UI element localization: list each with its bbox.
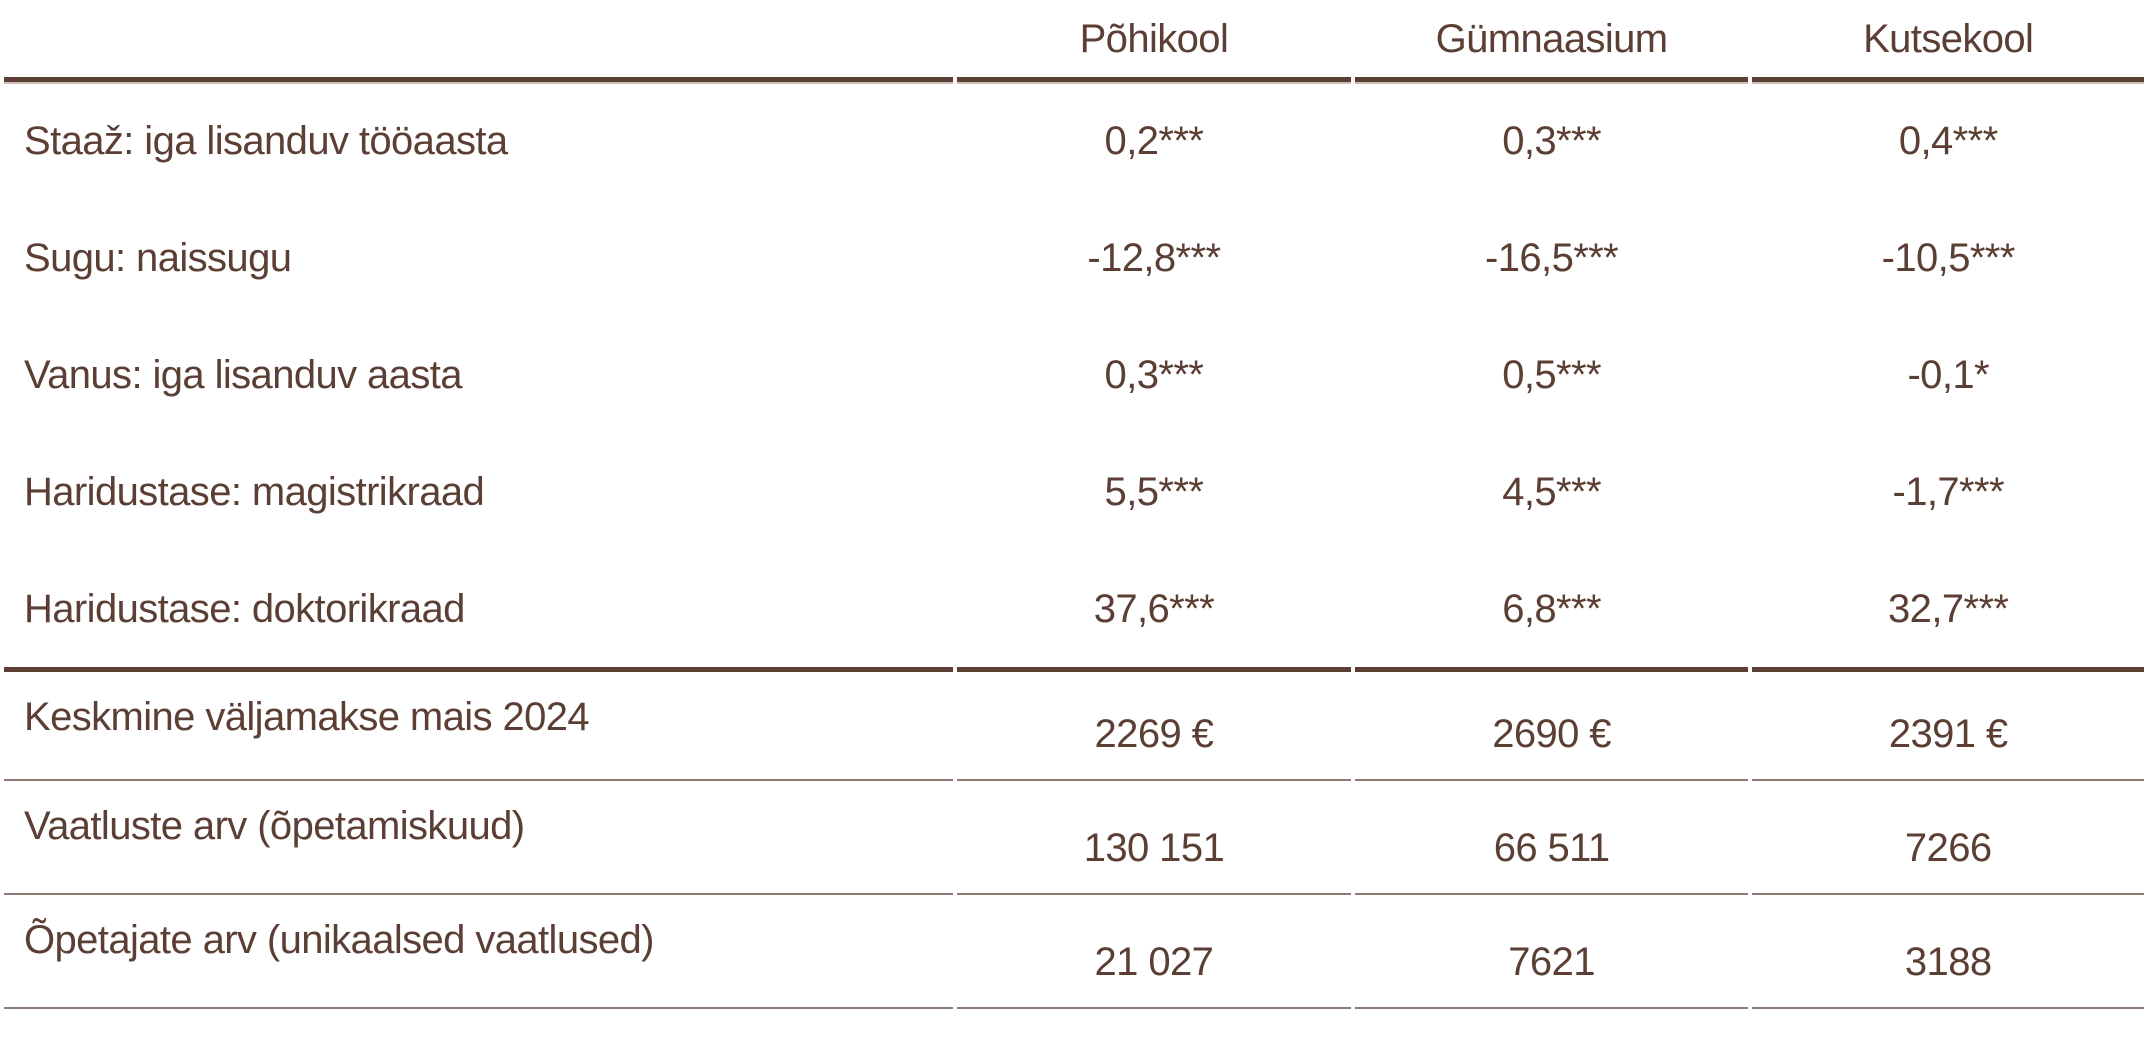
column-header-pohikool: Põhikool bbox=[957, 0, 1351, 82]
table-row-vanus: Vanus: iga lisanduv aasta 0,3*** 0,5*** … bbox=[4, 316, 2144, 433]
value-cell: 2391 € bbox=[1752, 667, 2144, 781]
value-cell: 2690 € bbox=[1354, 667, 1749, 781]
table-row-opetajate-arv: Õpetajate arv (unikaalsed vaatlused) 21 … bbox=[4, 895, 2144, 1009]
column-header-kutsekool: Kutsekool bbox=[1752, 0, 2144, 82]
value-cell: -16,5*** bbox=[1485, 235, 1619, 280]
value-cell: 7266 bbox=[1752, 781, 2144, 895]
value-cell: 0,5*** bbox=[1502, 352, 1601, 397]
value-cell: 4,5*** bbox=[1502, 469, 1601, 514]
value-cell: -1,7*** bbox=[1892, 469, 2004, 514]
row-label: Staaž: iga lisanduv tööaasta bbox=[24, 118, 508, 163]
value-cell: -10,5*** bbox=[1881, 235, 2016, 280]
table-row-vaatluste-arv: Vaatluste arv (õpetamiskuud) 130 151 66 … bbox=[4, 781, 2144, 895]
header-row: Põhikool Gümnaasium Kutsekool bbox=[4, 0, 2144, 82]
value-cell: 0,2*** bbox=[1104, 118, 1204, 163]
value-cell: 7621 bbox=[1354, 895, 1749, 1009]
table-row-sugu: Sugu: naissugu -12,8*** -16,5*** -10,5**… bbox=[4, 199, 2144, 316]
row-label: Vaatluste arv (õpetamiskuud) bbox=[4, 781, 954, 895]
header-empty-cell bbox=[4, 0, 954, 82]
value-cell: 0,3*** bbox=[1104, 352, 1204, 397]
value-cell: 21 027 bbox=[957, 895, 1351, 1009]
value-cell: -0,1* bbox=[1907, 352, 1989, 397]
row-label: Sugu: naissugu bbox=[24, 235, 292, 280]
value-cell: 0,4*** bbox=[1898, 118, 1998, 163]
row-label: Haridustase: magistrikraad bbox=[24, 469, 485, 514]
value-cell: 32,7*** bbox=[1888, 586, 2009, 631]
value-cell: 3188 bbox=[1752, 895, 2144, 1009]
value-cell: 130 151 bbox=[957, 781, 1351, 895]
table-row-magistrikraad: Haridustase: magistrikraad 5,5*** 4,5***… bbox=[4, 433, 2144, 550]
table-row-keskmine-valjamakse: Keskmine väljamakse mais 2024 2269 € 269… bbox=[4, 667, 2144, 781]
row-label: Haridustase: doktorikraad bbox=[24, 586, 465, 631]
value-cell: 37,6*** bbox=[1093, 586, 1215, 631]
table-row-doktorikraad: Haridustase: doktorikraad 37,6*** 6,8***… bbox=[4, 550, 2144, 667]
value-cell: 6,8*** bbox=[1502, 586, 1601, 631]
regression-results-table: Põhikool Gümnaasium Kutsekool Staaž: iga… bbox=[4, 0, 2144, 1009]
row-label: Vanus: iga lisanduv aasta bbox=[24, 352, 463, 397]
column-header-gumnaasium: Gümnaasium bbox=[1354, 0, 1749, 82]
value-cell: 2269 € bbox=[957, 667, 1351, 781]
value-cell: -12,8*** bbox=[1087, 235, 1221, 280]
value-cell: 0,3*** bbox=[1502, 118, 1601, 163]
row-label: Keskmine väljamakse mais 2024 bbox=[4, 667, 954, 781]
value-cell: 66 511 bbox=[1354, 781, 1749, 895]
table-row-staaz: Staaž: iga lisanduv tööaasta 0,2*** 0,3*… bbox=[4, 82, 2144, 199]
row-label: Õpetajate arv (unikaalsed vaatlused) bbox=[4, 895, 954, 1009]
value-cell: 5,5*** bbox=[1104, 469, 1204, 514]
